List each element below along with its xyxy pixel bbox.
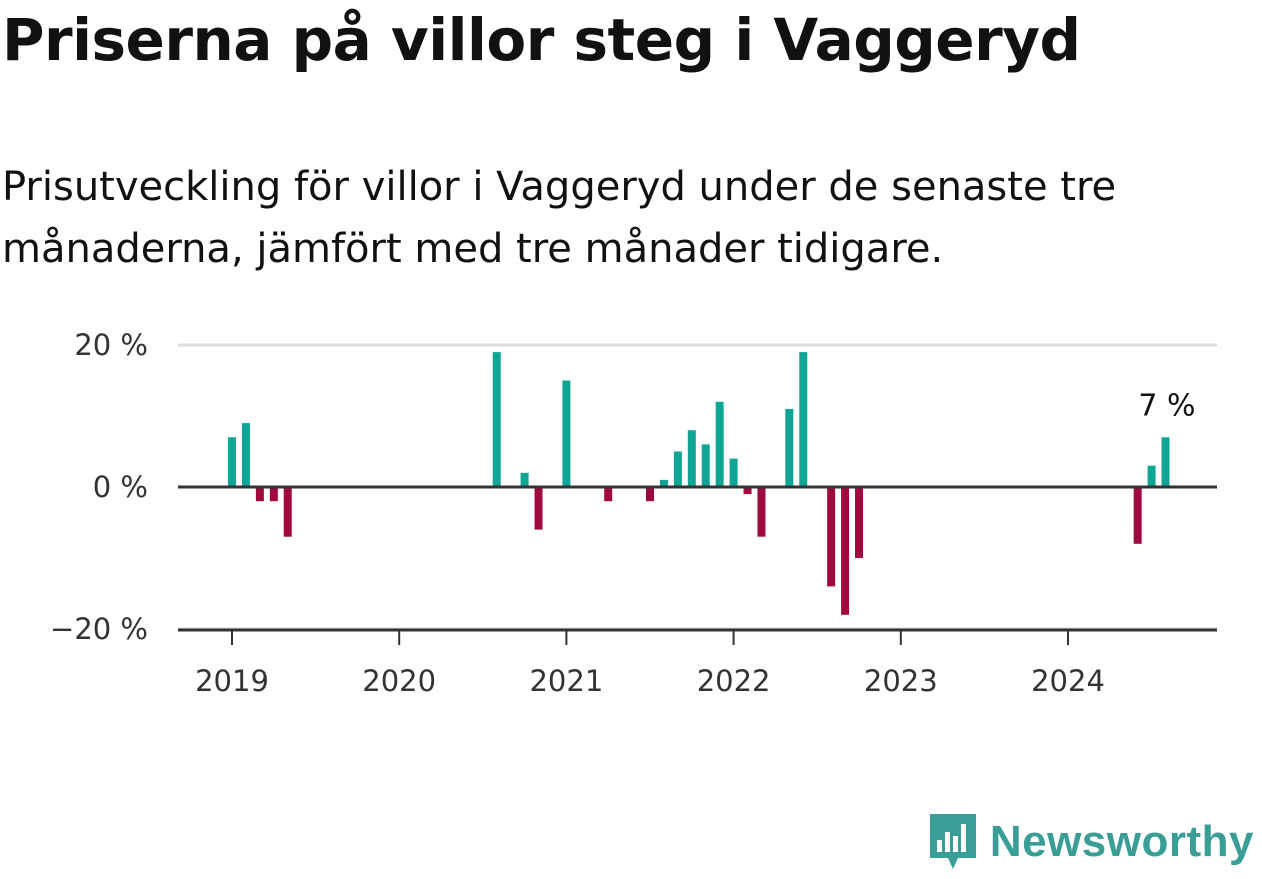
y-tick-label: 20 % [74, 328, 148, 362]
value-annotation: 7 % [1138, 388, 1195, 423]
x-tick-label: 2021 [529, 664, 603, 698]
y-tick-label: −20 % [50, 612, 148, 646]
x-tick-label: 2023 [864, 664, 938, 698]
bar [827, 487, 836, 587]
bar [743, 487, 752, 495]
bar [241, 423, 250, 487]
brand-logo: Newsworthy [928, 807, 1254, 877]
bar [799, 352, 808, 487]
x-tick-label: 2024 [1031, 664, 1105, 698]
x-tick-label: 2019 [195, 664, 269, 698]
bar [520, 472, 529, 487]
bar [841, 487, 850, 615]
x-tick-label: 2022 [697, 664, 771, 698]
bar [492, 352, 501, 487]
bar [673, 451, 682, 487]
bar [255, 487, 264, 502]
brand-name: Newsworthy [989, 817, 1254, 866]
bar [604, 487, 613, 502]
bar [855, 487, 863, 558]
chart-subtitle: Prisutveckling för villor i Vaggeryd und… [2, 164, 1117, 272]
bar [687, 430, 696, 487]
x-tick-label: 2020 [362, 664, 436, 698]
chart-title: Priserna på villor steg i Vaggeryd [2, 6, 1081, 74]
bar [562, 380, 571, 487]
bar [659, 479, 668, 487]
bar [785, 408, 794, 487]
bar-chart: 20 % 0 % −20 % 2019 2020 2021 2022 2023 2024 7 % [50, 328, 1217, 698]
bar [1133, 487, 1142, 544]
newsworthy-logo-icon [929, 814, 976, 869]
bar [534, 487, 543, 530]
bar [715, 401, 724, 487]
y-tick-label: 0 % [93, 470, 148, 504]
bar [283, 487, 292, 537]
bar [729, 458, 738, 487]
bar [1147, 465, 1156, 487]
bar [757, 487, 766, 537]
bar [1161, 437, 1170, 487]
bar [228, 437, 236, 487]
bar [646, 487, 654, 502]
bar [701, 444, 710, 487]
bar [269, 487, 278, 502]
